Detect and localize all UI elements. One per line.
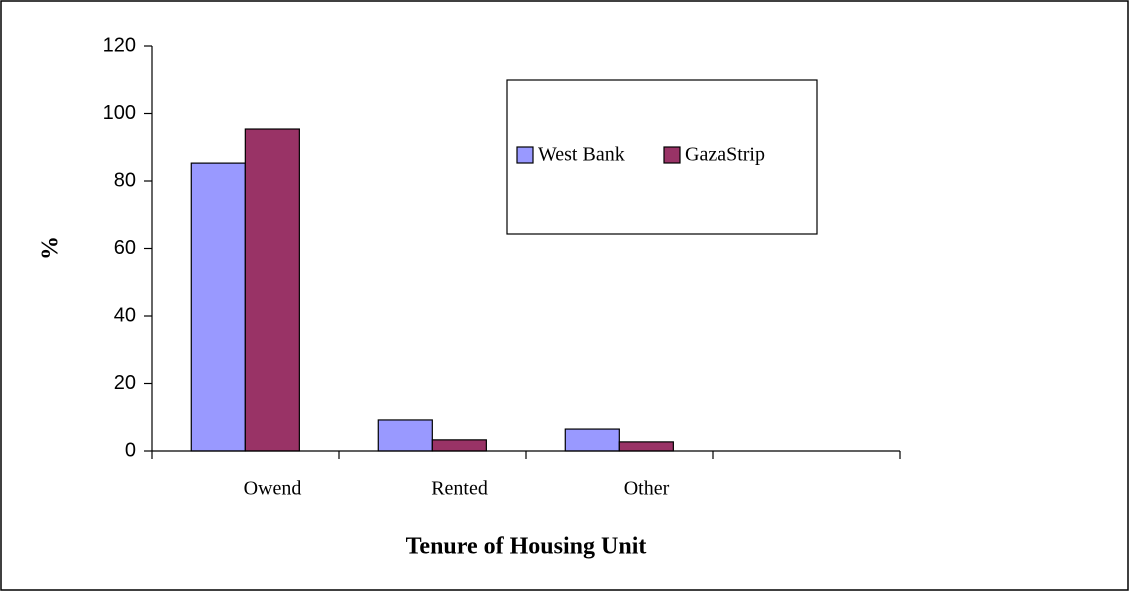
bar xyxy=(377,419,433,452)
y-tick-label: 80 xyxy=(114,169,136,191)
y-axis-title: % xyxy=(38,236,64,260)
y-tick-label: 20 xyxy=(114,372,136,394)
bar xyxy=(431,439,487,452)
legend-box xyxy=(506,79,818,235)
y-tick-label: 40 xyxy=(114,304,136,326)
x-tick-label: Other xyxy=(624,478,670,500)
legend-label: GazaStrip xyxy=(685,144,765,166)
x-axis-title: Tenure of Housing Unit xyxy=(406,534,647,560)
bar xyxy=(190,162,246,452)
bar xyxy=(244,128,300,452)
x-tick-label: Rented xyxy=(431,478,488,500)
legend-swatch xyxy=(663,146,681,164)
y-tick-label: 100 xyxy=(103,102,136,124)
legend-label: West Bank xyxy=(538,144,625,166)
y-tick-label: 120 xyxy=(103,34,136,56)
legend-swatch xyxy=(516,146,534,164)
bar xyxy=(564,428,620,452)
x-tick-label: Owend xyxy=(244,478,302,500)
y-tick-label: 0 xyxy=(125,439,136,461)
y-tick-label: 60 xyxy=(114,237,136,259)
bar xyxy=(618,441,674,452)
